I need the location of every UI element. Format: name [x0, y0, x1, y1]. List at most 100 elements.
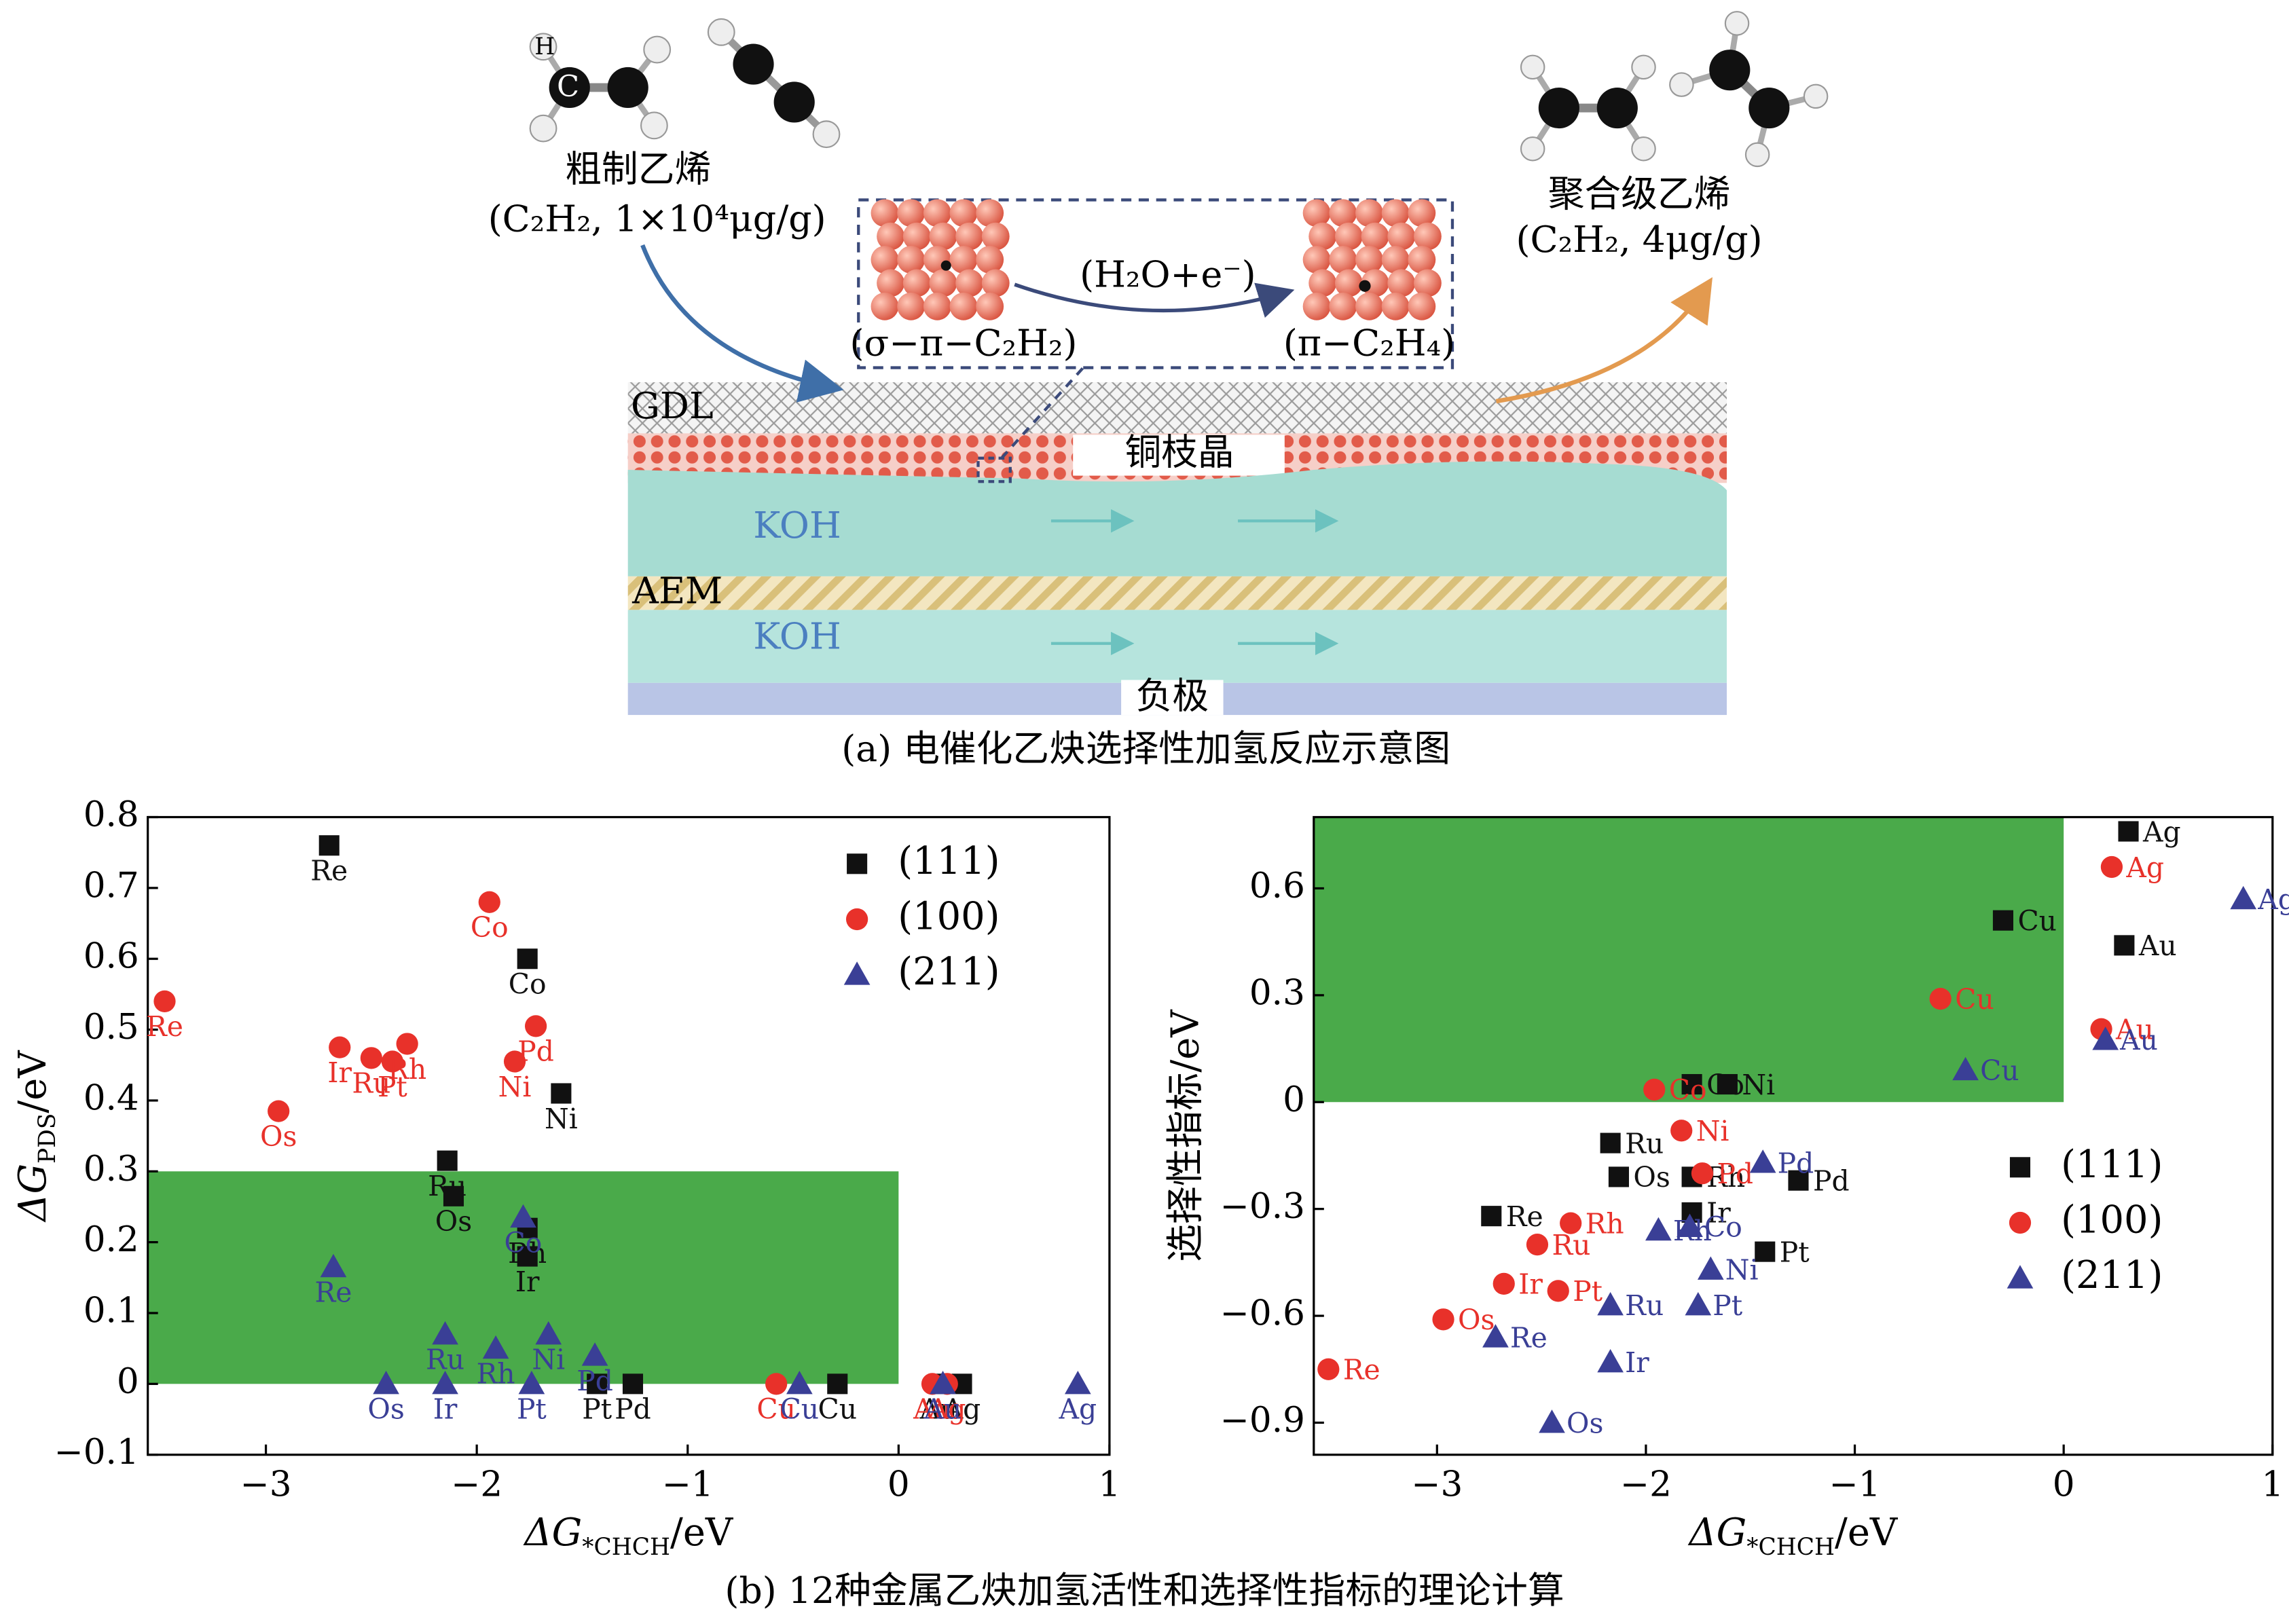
y-tick-label: 0.5 — [84, 1007, 139, 1048]
point — [1929, 987, 1952, 1010]
cu-atom — [871, 199, 899, 227]
legend-label: (111) — [898, 839, 1000, 883]
point — [1432, 1308, 1454, 1331]
cu-atom — [976, 292, 1004, 320]
koh-layer — [627, 610, 1727, 683]
axis-title: ΔG*CHCH/eV — [523, 1510, 734, 1560]
cu-atom — [1408, 246, 1436, 274]
point — [437, 1150, 458, 1171]
point-label: Pd — [1717, 1158, 1753, 1190]
point-label: Cu — [818, 1393, 857, 1426]
point-label: Au — [2138, 929, 2177, 962]
point-label: Au — [913, 1393, 951, 1426]
layer-label: AEM — [631, 570, 722, 612]
layer-label: 负极 — [1136, 674, 1209, 717]
point — [1482, 1324, 1509, 1348]
point — [373, 1371, 399, 1395]
cu-atom — [923, 199, 951, 227]
point-label: Pt — [378, 1071, 407, 1103]
point — [827, 1373, 848, 1395]
layer-label: KOH — [753, 614, 841, 657]
point — [381, 1050, 404, 1073]
point — [1670, 1120, 1693, 1142]
point — [1064, 1371, 1091, 1395]
point — [1717, 1073, 1738, 1095]
feed-label: 粗制乙烯 — [565, 148, 711, 191]
layer-label: 铜枝晶 — [1124, 431, 1234, 474]
axis-subscript: PDS — [34, 1113, 61, 1164]
legend-label: (100) — [898, 894, 1000, 938]
cu-atom — [897, 246, 926, 274]
point-label: Au — [2115, 1014, 2154, 1046]
legend-label: (211) — [2061, 1253, 2163, 1297]
point-label: Co — [1704, 1211, 1742, 1244]
cu-atom — [1408, 199, 1436, 227]
chart: −0.9−0.6−0.300.30.6−3−2−101AgAuCuCoNiRuO… — [1163, 815, 2289, 1561]
feed-arrow — [640, 244, 844, 403]
y-tick-label: 0.2 — [84, 1219, 139, 1260]
cu-atom — [902, 222, 931, 251]
y-tick-label: 0.8 — [84, 794, 139, 835]
adsorbate — [1359, 280, 1371, 292]
point-label: Co — [471, 911, 509, 944]
adsorbate — [940, 260, 951, 271]
point — [1608, 1166, 1629, 1187]
point — [329, 1036, 351, 1058]
cu-atom — [877, 222, 904, 251]
point-label: Ir — [433, 1393, 458, 1426]
point — [2114, 935, 2135, 956]
point-label: Os — [1633, 1161, 1670, 1194]
feed-detail: (C₂H₂, 1×10⁴μg/g) — [488, 198, 826, 240]
point — [510, 1204, 536, 1228]
point-label: Ru — [1552, 1229, 1590, 1261]
x-tick-label: −2 — [1620, 1464, 1672, 1505]
point-label: Re — [1510, 1321, 1548, 1354]
cu-atom — [1381, 199, 1410, 227]
point — [268, 1100, 290, 1122]
cu-atom — [1408, 292, 1436, 320]
point — [1755, 1241, 1776, 1262]
ethylene-feed: H C — [529, 33, 672, 143]
axis-unit: /eV — [11, 1050, 55, 1113]
x-tick-label: −2 — [451, 1464, 502, 1505]
point-label: Rh — [1706, 1161, 1745, 1194]
reactant-label: (σ−π−C₂H₂) — [850, 321, 1078, 364]
y-tick-label: −0.3 — [1220, 1186, 1305, 1227]
cu-atom — [1329, 292, 1357, 320]
point-label: Os — [260, 1120, 297, 1153]
point-label: Os — [1458, 1304, 1495, 1336]
cu-atom — [1302, 199, 1331, 227]
legend-marker — [845, 908, 868, 931]
x-tick-label: 1 — [2261, 1464, 2284, 1505]
y-tick-label: −0.9 — [1220, 1400, 1305, 1441]
point — [2230, 885, 2257, 910]
zoom-box — [976, 456, 1012, 483]
point-label: Ag — [2125, 851, 2164, 884]
cu-atom — [1387, 222, 1416, 251]
acetylene — [707, 18, 841, 149]
y-tick-label: 0 — [117, 1361, 139, 1402]
point-label: Ni — [1696, 1115, 1729, 1147]
point-label: Cu — [1955, 983, 1994, 1016]
point-label: Pt — [1780, 1236, 1810, 1268]
cu-atom — [902, 269, 931, 297]
koh-layer — [627, 461, 1727, 576]
point — [1493, 1272, 1515, 1295]
legend-marker — [843, 961, 871, 985]
cu-atom — [1334, 269, 1363, 297]
point — [1992, 910, 2014, 931]
point-label: Rh — [388, 1053, 426, 1086]
point-label: Pd — [615, 1393, 651, 1426]
charts: −0.1 0 0.1 0.2 0.3 0.4 0.5 0.6 0.7 0.8 −3 −2 −1 0 1 Re C… — [11, 794, 2289, 1561]
point — [1697, 1256, 1724, 1280]
point — [551, 1083, 572, 1104]
cu-atom — [1334, 222, 1363, 251]
cu-slab — [871, 199, 1010, 320]
cu-atom — [1355, 292, 1383, 320]
point-label: Ni — [1742, 1069, 1775, 1101]
point — [1788, 1170, 1809, 1191]
point — [535, 1321, 562, 1345]
cu-atom — [897, 292, 926, 320]
point — [1560, 1212, 1582, 1234]
point — [396, 1033, 418, 1055]
